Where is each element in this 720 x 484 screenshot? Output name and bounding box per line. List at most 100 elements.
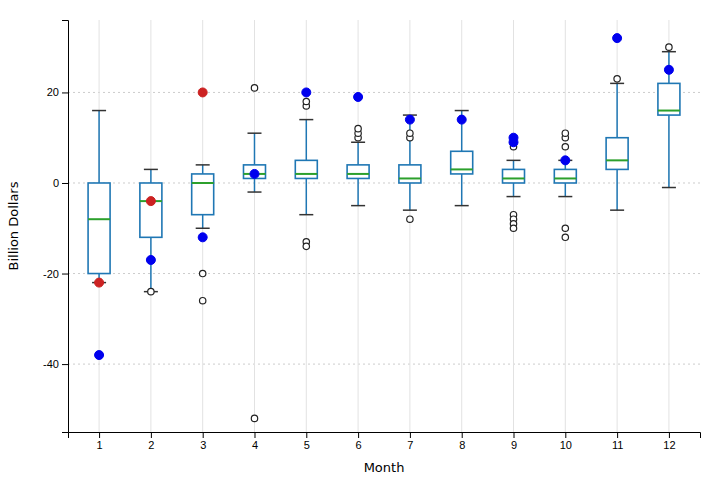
tick-label: 11 — [612, 439, 623, 451]
outlier — [303, 243, 309, 249]
tick-mark — [254, 432, 255, 438]
cap-upper — [455, 110, 469, 112]
tick-mark — [462, 432, 463, 438]
box-body — [140, 183, 162, 237]
box — [658, 52, 680, 188]
outlier — [457, 115, 466, 124]
box-body — [399, 165, 421, 183]
cap-upper — [507, 160, 521, 162]
tick-label: -40 — [43, 358, 59, 370]
tick: -40 — [43, 358, 68, 370]
outlier — [509, 133, 518, 142]
grid-line-x — [202, 20, 203, 432]
box — [347, 142, 369, 205]
cap-lower — [507, 196, 521, 198]
median — [88, 218, 110, 220]
tick-label: 7 — [407, 439, 413, 451]
whisker-upper — [306, 120, 308, 161]
outlier — [198, 88, 207, 97]
x-axis: 123456789101112 — [69, 432, 701, 451]
grid-line-x — [668, 20, 669, 432]
tick-mark — [99, 432, 100, 438]
median — [658, 110, 680, 112]
median — [554, 177, 576, 179]
plot-area: 123456789101112-40-20020 — [43, 20, 700, 451]
whisker-upper — [98, 111, 100, 183]
tick: 8 — [459, 432, 465, 451]
whisker-upper — [616, 83, 618, 137]
box — [192, 165, 214, 228]
grid-line-x — [358, 20, 359, 432]
grid-line-y — [68, 182, 700, 183]
box-body — [451, 151, 473, 174]
outlier — [562, 130, 568, 136]
outlier — [251, 85, 257, 91]
tick-mark — [669, 432, 670, 438]
box-body — [606, 138, 628, 170]
whisker-lower — [616, 169, 618, 210]
outlier — [407, 216, 413, 222]
median — [295, 173, 317, 175]
box-body — [243, 165, 265, 179]
outlier — [666, 44, 672, 50]
tick-mark — [62, 364, 68, 365]
axis-line — [69, 433, 701, 439]
tick-mark — [306, 432, 307, 438]
outlier — [250, 169, 259, 178]
tick: 4 — [252, 432, 258, 451]
whisker-lower — [202, 215, 204, 229]
tick-label: 9 — [511, 439, 517, 451]
y-axis: -40-20020 — [43, 21, 68, 433]
whisker-lower — [409, 183, 411, 210]
whisker-lower — [668, 115, 670, 187]
box — [503, 160, 525, 196]
outlier — [613, 34, 622, 43]
tick-mark — [203, 432, 204, 438]
box — [554, 160, 576, 196]
grid-line-x — [461, 20, 462, 432]
outlier — [405, 115, 414, 124]
tick-label: 5 — [304, 439, 310, 451]
box — [243, 133, 265, 192]
box-body — [295, 160, 317, 178]
cap-lower — [196, 228, 210, 230]
box — [295, 120, 317, 215]
tick-label: 0 — [53, 177, 59, 189]
outlier — [95, 278, 104, 287]
outlier — [199, 270, 205, 276]
tick-label: 20 — [47, 86, 59, 98]
outlier — [562, 144, 568, 150]
tick-mark — [514, 432, 515, 438]
whisker-lower — [461, 174, 463, 206]
outliers — [95, 34, 674, 360]
whisker-upper — [254, 133, 256, 165]
outlier — [302, 88, 311, 97]
whisker-lower — [306, 178, 308, 214]
tick: 9 — [511, 432, 517, 451]
tick-label: 3 — [200, 439, 206, 451]
box-body — [192, 174, 214, 215]
cap-upper — [299, 119, 313, 121]
cap-lower — [299, 214, 313, 216]
outlier — [562, 234, 568, 240]
whisker-upper — [513, 160, 515, 169]
tick-label: 10 — [560, 439, 572, 451]
tick-label: 6 — [356, 439, 362, 451]
cap-lower — [558, 196, 572, 198]
marks — [88, 34, 680, 422]
tick: 2 — [148, 432, 154, 451]
tick-label: 4 — [252, 439, 258, 451]
tick: 10 — [560, 432, 572, 451]
grid-line-y — [68, 273, 700, 274]
box — [399, 115, 421, 210]
median — [347, 173, 369, 175]
tick-mark — [565, 432, 566, 438]
grid-line-x — [409, 20, 410, 432]
box — [451, 111, 473, 206]
box-body — [503, 169, 525, 183]
tick: 0 — [53, 177, 68, 189]
cap-lower — [403, 209, 417, 211]
outlier — [510, 225, 516, 231]
tick: 11 — [612, 432, 623, 451]
tick-mark — [62, 183, 68, 184]
